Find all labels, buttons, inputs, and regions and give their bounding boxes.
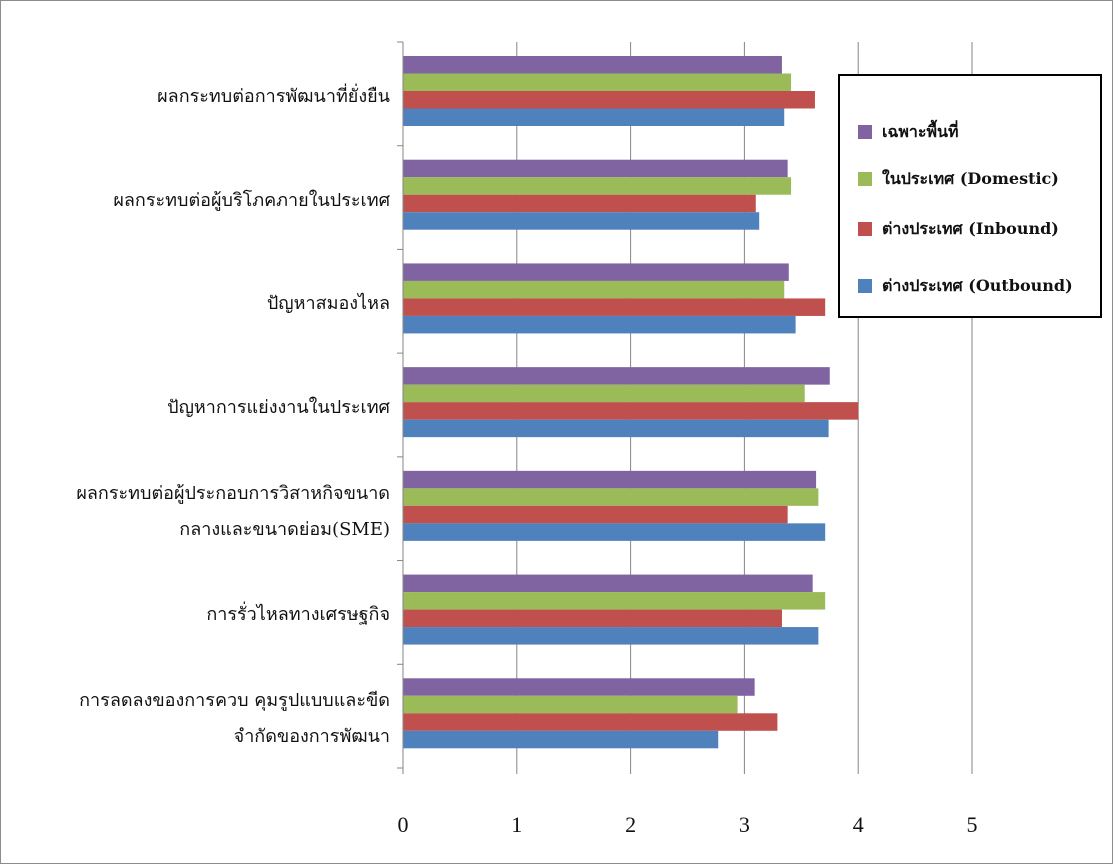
bar-cat1-series0 [403,159,788,178]
bar-cat5-series1 [403,592,826,610]
bar-cat6-series0 [403,678,755,696]
bar-cat1-series1 [403,177,792,195]
bar-cat6-series1 [403,695,738,714]
legend-item-3: ต่างประเทศ (Outbound) [858,274,1073,298]
category-label-5: การรั่วไหลทางเศรษฐกิจ [206,604,390,626]
bars [403,56,859,749]
bar-cat3-series1 [403,384,805,403]
category-label-4-line0: ผลกระทบต่อผู้ประกอบการวิสาหกิจขนาด [76,482,390,504]
bar-cat0-series2 [403,91,815,109]
bar-cat4-series1 [403,488,819,506]
bar-cat4-series3 [403,523,826,541]
bar-cat1-series3 [403,212,760,230]
legend-label-3: ต่างประเทศ (Outbound) [882,275,1073,295]
legend-swatch-1 [858,172,872,186]
bar-cat6-series2 [403,713,778,731]
bar-cat4-series2 [403,505,788,524]
category-label-3: ปัญหาการแย่งงานในประเทศ [167,397,390,418]
bar-cat0-series3 [403,108,785,126]
bar-cat2-series1 [403,280,785,299]
category-label-1: ผลกระทบต่อผู้บริโภคภายในประเทศ [113,189,390,211]
legend-item-0: เฉพาะพื้นที่ [858,120,959,144]
bar-cat2-series0 [403,263,789,281]
x-tick-label-1: 1 [511,812,523,837]
legend: เฉพาะพื้นที่ ในประเทศ (Domestic) ต่างประ… [838,74,1102,318]
category-label-6-line1: จำกัดของการพัฒนา [233,726,390,748]
x-tick-label-4: 4 [852,812,864,837]
bar-cat3-series3 [403,419,829,438]
bar-cat5-series0 [403,574,813,593]
x-tick-label-3: 3 [738,812,750,837]
bar-cat5-series2 [403,609,782,628]
x-tick-label-0: 0 [397,812,409,837]
legend-item-1: ในประเทศ (Domestic) [858,167,1059,191]
bar-cat4-series0 [403,470,817,489]
legend-item-2: ต่างประเทศ (Inbound) [858,217,1059,241]
bar-cat3-series0 [403,367,830,385]
legend-label-1: ในประเทศ (Domestic) [882,168,1059,188]
legend-swatch-3 [858,279,872,293]
bar-cat0-series1 [403,73,792,91]
x-tick-label-2: 2 [625,812,637,837]
y-axis [397,41,973,774]
bar-cat1-series2 [403,194,756,213]
legend-swatch-0 [858,125,872,139]
bar-cat2-series3 [403,315,796,334]
legend-label-2: ต่างประเทศ (Inbound) [882,218,1059,238]
category-label-2: ปัญหาสมองไหล [266,293,390,315]
bar-cat6-series3 [403,730,719,749]
bar-cat5-series3 [403,627,819,645]
bar-cat2-series2 [403,298,826,316]
category-label-4-line1: กลางและขนาดย่อม(SME) [179,518,390,540]
category-label-6-line0: การลดลงของการควบ คุมรูปแบบและขีด [79,690,390,712]
legend-swatch-2 [858,222,872,236]
legend-label-0: เฉพาะพื้นที่ [882,121,959,141]
x-tick-label-5: 5 [966,812,978,837]
bar-cat0-series0 [403,56,782,74]
bar-cat3-series2 [403,402,859,420]
category-label-0: ผลกระทบต่อการพัฒนาที่ยั่งยืน [157,85,390,107]
